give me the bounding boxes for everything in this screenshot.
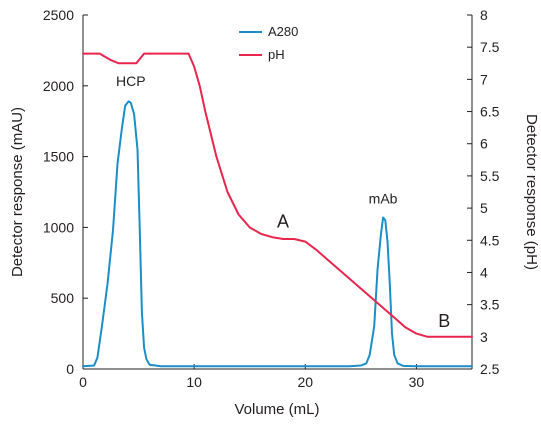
- annotation-hcp: HCP: [116, 73, 146, 89]
- legend: A280 pH: [239, 24, 298, 62]
- x-tick-label: 10: [186, 374, 202, 390]
- y-right-ticks: 2.5 3 3.5 4 4.5 5 5.5 6 6.5 7 7.5 8: [467, 7, 500, 377]
- plot-area: [82, 15, 473, 370]
- y-left-axis-title: Detector response (mAU): [9, 107, 26, 277]
- y-left-ticks: 0 500 1000 1500 2000 2500: [43, 7, 88, 377]
- annotations: HCP mAb A B: [116, 73, 450, 331]
- y-left-tick-label: 0: [66, 361, 74, 377]
- y-right-tick-label: 8: [480, 7, 488, 23]
- y-right-axis-title: Detector response (pH): [523, 114, 540, 270]
- x-tick-label: 20: [297, 374, 313, 390]
- y-left-tick-label: 2500: [43, 7, 74, 23]
- y-right-tick-label: 3.5: [480, 297, 500, 313]
- annotation-b: B: [438, 311, 450, 331]
- y-left-tick-label: 1500: [43, 149, 74, 165]
- y-right-tick-label: 4: [480, 264, 488, 280]
- y-right-tick-label: 7: [480, 71, 488, 87]
- y-left-tick-label: 500: [51, 290, 75, 306]
- y-right-tick-label: 7.5: [480, 39, 500, 55]
- y-right-tick-label: 4.5: [480, 232, 500, 248]
- series-line-a280: [82, 100, 473, 368]
- annotation-a: A: [277, 211, 289, 231]
- x-ticks: 0 10 20 30: [79, 364, 424, 390]
- y-right-tick-label: 6.5: [480, 104, 500, 120]
- y-right-tick-label: 6: [480, 136, 488, 152]
- annotation-mab: mAb: [369, 190, 398, 206]
- y-right-tick-label: 3: [480, 329, 488, 345]
- legend-label-ph: pH: [268, 47, 285, 62]
- legend-label-a280: A280: [268, 24, 298, 39]
- x-tick-label: 0: [79, 374, 87, 390]
- y-left-tick-label: 2000: [43, 78, 74, 94]
- series-line-ph: [82, 52, 473, 338]
- y-right-tick-label: 5.5: [480, 168, 500, 184]
- x-axis-title: Volume (mL): [234, 401, 319, 418]
- x-tick-label: 30: [409, 374, 425, 390]
- y-right-tick-label: 2.5: [480, 361, 500, 377]
- series-layer: [82, 52, 473, 368]
- y-left-tick-label: 1000: [43, 219, 74, 235]
- y-right-tick-label: 5: [480, 200, 488, 216]
